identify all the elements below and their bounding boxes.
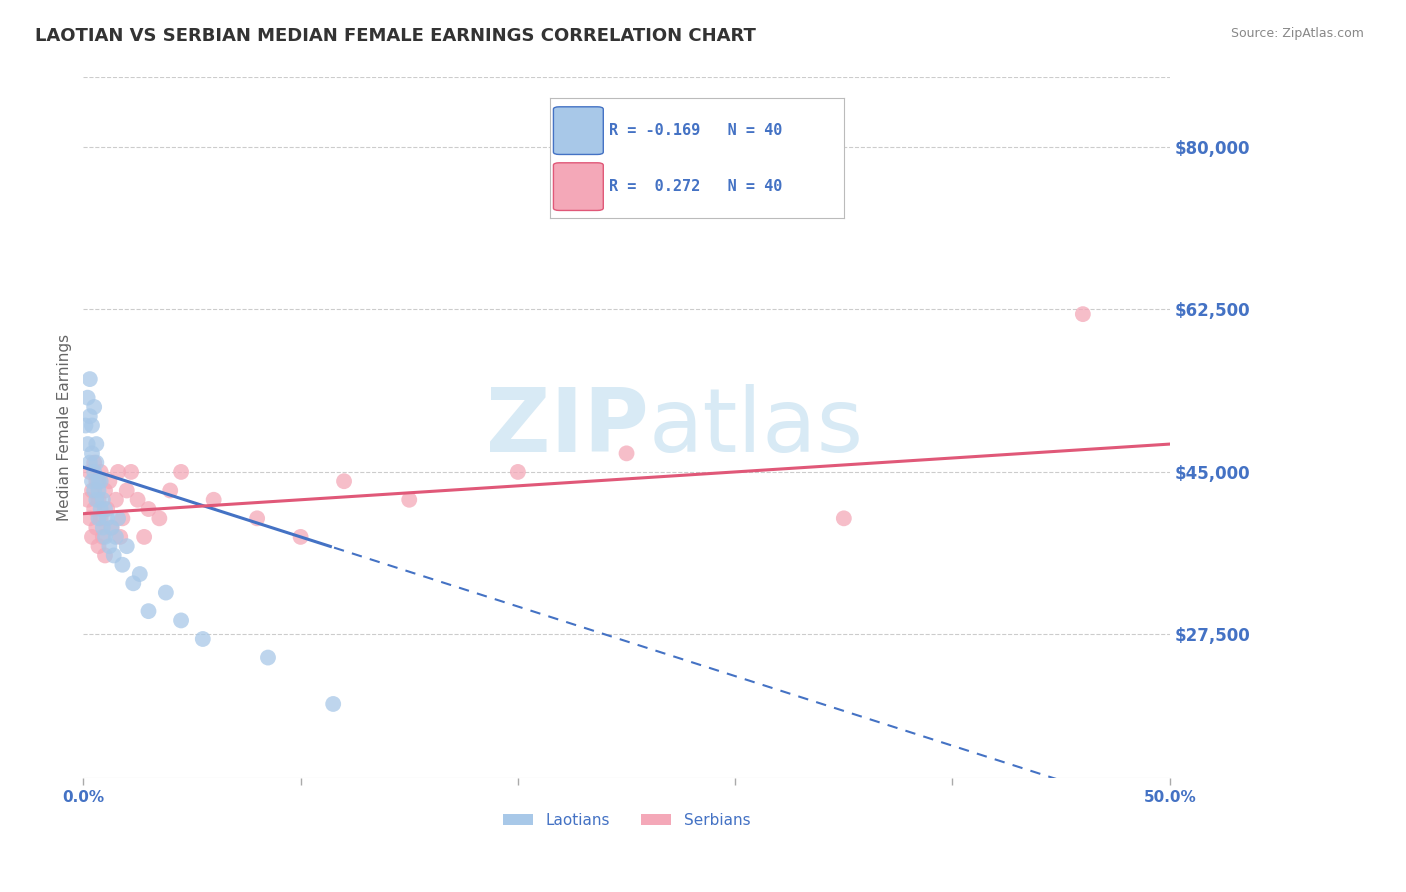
Point: [79, 409, 101, 424]
Point: [83, 400, 105, 414]
Point: [191, 632, 214, 646]
Point: [94, 549, 117, 563]
Point: [398, 492, 420, 507]
Point: [80, 530, 103, 544]
Text: LAOTIAN VS SERBIAN MEDIAN FEMALE EARNINGS CORRELATION CHART: LAOTIAN VS SERBIAN MEDIAN FEMALE EARNING…: [35, 27, 756, 45]
Point: [98, 539, 121, 553]
Point: [170, 465, 193, 479]
Point: [120, 465, 142, 479]
Point: [80, 446, 103, 460]
Point: [86, 474, 108, 488]
Point: [107, 465, 129, 479]
Text: ZIP: ZIP: [485, 384, 648, 471]
Point: [83, 465, 105, 479]
Point: [76, 437, 98, 451]
Point: [79, 465, 101, 479]
Point: [128, 567, 150, 582]
Point: [83, 483, 105, 498]
Point: [111, 511, 134, 525]
Point: [100, 520, 122, 534]
Point: [91, 520, 114, 534]
Point: [115, 539, 138, 553]
Point: [94, 483, 117, 498]
Point: [322, 697, 344, 711]
Point: [91, 530, 114, 544]
Point: [94, 530, 117, 544]
Point: [79, 511, 101, 525]
Text: Source: ZipAtlas.com: Source: ZipAtlas.com: [1230, 27, 1364, 40]
Point: [86, 492, 108, 507]
Point: [134, 530, 156, 544]
Point: [90, 474, 112, 488]
Point: [87, 483, 110, 498]
Point: [115, 483, 138, 498]
Point: [1071, 307, 1094, 321]
Point: [122, 576, 145, 591]
Point: [138, 604, 160, 618]
Point: [616, 446, 638, 460]
Point: [96, 511, 118, 525]
Point: [148, 511, 170, 525]
Point: [104, 492, 127, 507]
Point: [94, 502, 117, 516]
Point: [87, 474, 110, 488]
Point: [76, 492, 98, 507]
Point: [80, 483, 103, 498]
Point: [506, 465, 529, 479]
Point: [80, 418, 103, 433]
Point: [100, 520, 122, 534]
Point: [80, 474, 103, 488]
Point: [83, 502, 105, 516]
Point: [75, 418, 97, 433]
Text: atlas: atlas: [648, 384, 863, 471]
Point: [257, 650, 280, 665]
Point: [90, 502, 112, 516]
Point: [159, 483, 181, 498]
Point: [246, 511, 269, 525]
Point: [98, 474, 121, 488]
Point: [832, 511, 855, 525]
Point: [155, 585, 177, 599]
Point: [127, 492, 149, 507]
Point: [87, 511, 110, 525]
Point: [87, 539, 110, 553]
Point: [86, 520, 108, 534]
Point: [91, 492, 114, 507]
Legend: Laotians, Serbians: Laotians, Serbians: [496, 806, 756, 834]
Point: [202, 492, 225, 507]
Point: [96, 502, 118, 516]
Point: [110, 530, 132, 544]
Point: [83, 456, 105, 470]
Point: [76, 391, 98, 405]
Point: [79, 372, 101, 386]
Point: [333, 474, 356, 488]
Point: [170, 614, 193, 628]
Point: [107, 511, 129, 525]
Point: [111, 558, 134, 572]
Point: [86, 456, 108, 470]
Point: [79, 456, 101, 470]
Point: [87, 492, 110, 507]
Y-axis label: Median Female Earnings: Median Female Earnings: [58, 334, 72, 522]
Point: [103, 549, 125, 563]
Point: [86, 437, 108, 451]
Point: [90, 465, 112, 479]
Point: [138, 502, 160, 516]
Point: [104, 530, 127, 544]
Point: [290, 530, 312, 544]
Point: [90, 511, 112, 525]
